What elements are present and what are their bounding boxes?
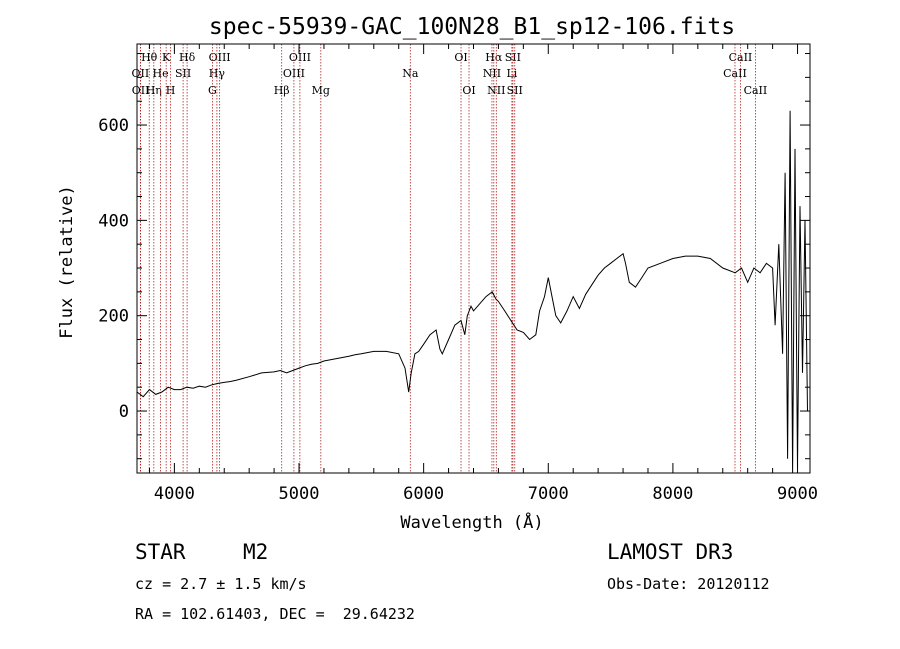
spectral-line-label: SII xyxy=(175,67,191,80)
spectral-line-label: OII xyxy=(132,67,150,80)
spectrum-series-line xyxy=(136,110,808,474)
y-tick-label: 400 xyxy=(98,211,129,231)
spectral-line-label: OI xyxy=(454,51,467,64)
spectral-line-label: Li xyxy=(506,67,517,80)
spectral-line-label: Hδ xyxy=(179,51,196,64)
spectral-line-label: NII xyxy=(487,84,505,97)
spectral-line-label: OIII xyxy=(289,51,311,64)
spectral-line-label: NII xyxy=(483,67,501,80)
survey-name: LAMOST DR3 xyxy=(607,540,734,564)
x-axis-label: Wavelength (Å) xyxy=(400,511,543,533)
x-tick-label: 7000 xyxy=(528,484,569,504)
y-tick-label: 200 xyxy=(98,307,129,327)
ra-dec-coordinates: RA = 102.61403, DEC = 29.64232 xyxy=(135,605,415,623)
y-tick-label: 0 xyxy=(119,402,129,422)
spectral-line-label: He xyxy=(153,67,169,80)
spectral-line-label: OIII xyxy=(209,51,231,64)
x-tick-label: 6000 xyxy=(403,484,444,504)
spectral-line-label: Hθ xyxy=(141,51,158,64)
y-tick-label: 600 xyxy=(98,116,129,136)
spectral-line-label: Na xyxy=(402,67,419,80)
spectral-line-label: Mg xyxy=(312,84,330,97)
spectral-line-label: Hα xyxy=(485,51,503,64)
spectral-line-label: CaII xyxy=(744,84,768,97)
observation-date: Obs-Date: 20120112 xyxy=(607,575,770,593)
axis-ticks: 4000 5000 6000 7000 8000 9000 0 200 400 600 xyxy=(98,44,818,504)
spectral-line-label: Hβ xyxy=(274,84,290,97)
spectral-line-label: SII xyxy=(507,84,523,97)
spectral-line-label: H xyxy=(166,84,176,97)
spectral-line-label: OI xyxy=(462,84,475,97)
spectral-line-label: Hη xyxy=(146,84,162,97)
chart-title: spec-55939-GAC_100N28_B1_sp12-106.fits xyxy=(209,14,735,40)
spectral-line-label: Hγ xyxy=(209,67,226,80)
x-tick-label: 5000 xyxy=(279,484,320,504)
spectral-line-label: G xyxy=(208,84,217,97)
object-subclass: M2 xyxy=(243,540,269,564)
redshift-velocity: cz = 2.7 ± 1.5 km/s xyxy=(135,575,307,593)
x-tick-label: 4000 xyxy=(154,484,195,504)
x-tick-label: 8000 xyxy=(652,484,693,504)
spectral-line-label: CaII xyxy=(723,67,747,80)
y-axis-label: Flux (relative) xyxy=(57,185,77,339)
spectral-line-label: OIII xyxy=(283,67,305,80)
spectral-line-label: OII xyxy=(132,84,150,97)
object-class: STAR xyxy=(135,540,186,564)
spectral-line-label: SII xyxy=(505,51,521,64)
x-tick-label: 9000 xyxy=(777,484,818,504)
spectral-line-label: CaII xyxy=(729,51,753,64)
spectral-line-label: K xyxy=(162,51,171,64)
